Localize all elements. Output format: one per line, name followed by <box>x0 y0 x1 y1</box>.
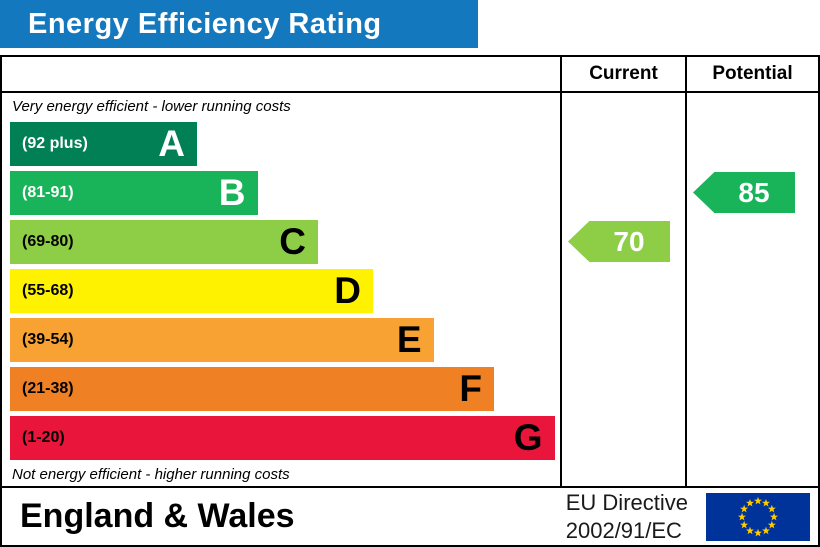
band-letter: F <box>459 368 482 409</box>
band-range-label: (55-68) <box>22 281 74 299</box>
footer-row: England & Wales EU Directive 2002/91/EC <box>2 486 818 545</box>
band-letter: D <box>334 270 361 311</box>
band-range-label: (1-20) <box>22 428 65 446</box>
potential-rating-arrow: 85 <box>693 172 795 213</box>
eu-directive-line2: 2002/91/EC <box>565 517 682 543</box>
chart-column-header <box>2 57 560 91</box>
bottom-note: Not energy efficient - higher running co… <box>12 465 290 483</box>
band-bar-G: (1-20) G <box>10 415 555 460</box>
band-range-label: (39-54) <box>22 330 74 348</box>
band-letter: G <box>513 417 543 458</box>
top-note: Very energy efficient - lower running co… <box>12 97 291 115</box>
potential-column-header: Potential <box>685 57 818 91</box>
eu-directive-line1: EU Directive <box>565 490 688 515</box>
eu-flag-stars <box>738 496 778 536</box>
band-bar-E: (39-54) E <box>10 317 434 362</box>
eu-flag-icon <box>706 492 810 541</box>
band-range-label: (81-91) <box>22 183 74 201</box>
band-letter: C <box>279 221 306 262</box>
eu-directive-label: EU Directive 2002/91/EC <box>566 489 688 544</box>
band-bar-C: (69-80) C <box>10 219 318 264</box>
current-column-header: Current <box>560 57 685 91</box>
band-row-B: (81-91) B <box>2 168 560 217</box>
rating-body: Very energy efficient - lower running co… <box>2 93 818 486</box>
band-row-F: (21-38) F <box>2 364 560 413</box>
band-bar-B: (81-91) B <box>10 170 258 215</box>
title-bar: Energy Efficiency Rating <box>0 0 478 48</box>
region-label: England & Wales <box>20 497 295 535</box>
band-row-D: (55-68) D <box>2 266 560 315</box>
epc-band-list: (92 plus) A (81-91) B (69-80) C (55-68) D (39-54… <box>2 119 560 462</box>
band-chart-cell: Very energy efficient - lower running co… <box>2 93 560 486</box>
band-letter: A <box>158 123 185 164</box>
potential-rating-cell: 85 <box>685 93 818 486</box>
band-row-G: (1-20) G <box>2 413 560 462</box>
page-title: Energy Efficiency Rating <box>28 7 382 40</box>
band-letter: E <box>396 319 422 360</box>
column-header-row: Current Potential <box>2 57 818 93</box>
band-letter: B <box>218 172 246 213</box>
band-bar-A: (92 plus) A <box>10 121 197 166</box>
current-rating-arrow: 70 <box>568 221 670 262</box>
current-rating-cell: 70 <box>560 93 685 486</box>
band-bar-D: (55-68) D <box>10 268 373 313</box>
band-row-A: (92 plus) A <box>2 119 560 168</box>
rating-table: Current Potential Very energy efficient … <box>0 55 820 547</box>
band-bar-F: (21-38) F <box>10 366 494 411</box>
band-range-label: (21-38) <box>22 379 74 397</box>
band-row-E: (39-54) E <box>2 315 560 364</box>
band-range-label: (92 plus) <box>22 134 88 152</box>
band-row-C: (69-80) C <box>2 217 560 266</box>
band-range-label: (69-80) <box>22 232 74 250</box>
